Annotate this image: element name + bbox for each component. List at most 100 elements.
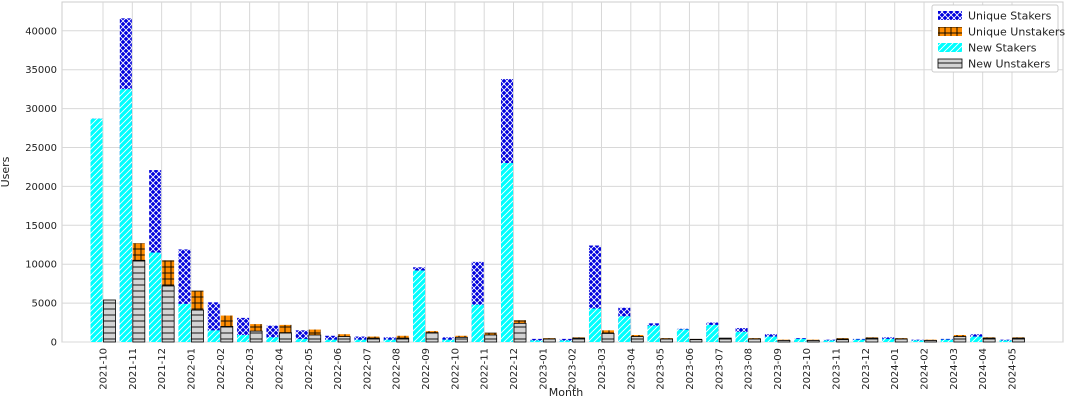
bar	[279, 332, 292, 343]
bar	[601, 333, 615, 343]
legend-label: New Unstakers	[968, 58, 1051, 71]
bar	[706, 324, 719, 342]
y-tick-label: 10000	[25, 260, 57, 271]
x-tick-label: 2023-11	[832, 348, 843, 390]
x-tick-label: 2024-02	[920, 348, 931, 390]
y-tick-label: 35000	[25, 65, 57, 76]
plot-frame	[61, 1, 1064, 343]
bar	[806, 340, 820, 343]
bar	[999, 340, 1012, 342]
x-axis-label: Month	[549, 386, 584, 399]
bar	[454, 336, 468, 343]
bar	[425, 332, 439, 343]
x-tick-label: 2022-07	[362, 348, 373, 390]
bar	[865, 337, 879, 343]
x-tick-label: 2023-10	[802, 348, 813, 390]
x-tick-label: 2023-04	[626, 348, 637, 390]
bar	[852, 339, 865, 342]
bar	[354, 339, 367, 342]
x-tick-label: 2023-03	[597, 348, 608, 390]
y-tick-label: 20000	[25, 182, 57, 193]
bar	[501, 163, 514, 342]
bar	[295, 338, 308, 342]
bar	[149, 252, 162, 342]
bar	[572, 337, 586, 343]
bar	[618, 316, 631, 342]
bar	[484, 334, 498, 343]
bar	[354, 336, 367, 342]
x-tick-label: 2023-09	[773, 348, 784, 390]
x-tick-label: 2022-11	[480, 348, 491, 390]
legend-swatch	[938, 11, 962, 20]
bar	[735, 331, 748, 342]
bar	[367, 337, 380, 343]
x-tick-label: 2023-05	[656, 348, 667, 390]
bar	[647, 325, 660, 342]
x-tick-label: 2022-10	[450, 348, 461, 390]
bar	[911, 340, 924, 342]
x-tick-label: 2021-11	[128, 348, 139, 390]
bar	[266, 337, 279, 342]
x-tick-label: 2021-10	[99, 348, 110, 390]
bar	[383, 339, 396, 342]
legend-swatch	[938, 27, 962, 36]
bar	[530, 340, 543, 342]
bar	[161, 285, 175, 343]
bar	[882, 338, 895, 342]
bar	[249, 330, 263, 343]
bar	[207, 330, 220, 342]
y-tick-label: 25000	[25, 143, 57, 154]
x-tick-label: 2023-08	[744, 348, 755, 390]
bar	[588, 308, 601, 342]
legend-label: Unique Stakers	[968, 10, 1052, 23]
x-tick-label: 2023-02	[568, 348, 579, 390]
legend-label: Unique Unstakers	[968, 26, 1065, 39]
y-tick-label: 5000	[32, 299, 57, 310]
bar	[630, 336, 644, 343]
bar	[970, 336, 983, 342]
y-tick-label: 0	[51, 338, 57, 349]
bar	[894, 338, 908, 343]
x-tick-label: 2022-02	[216, 348, 227, 390]
bar	[559, 340, 572, 342]
x-tick-label: 2024-04	[978, 348, 989, 390]
bar	[220, 326, 234, 343]
y-tick-label: 30000	[25, 104, 57, 115]
bar	[940, 339, 953, 342]
legend-box	[931, 4, 1059, 73]
legend-swatch	[937, 58, 963, 69]
bar	[764, 336, 777, 342]
bar	[396, 337, 410, 343]
y-axis-label: Users	[0, 156, 12, 187]
bar	[178, 303, 191, 342]
x-tick-label: 2022-08	[392, 348, 403, 390]
bar	[823, 340, 836, 342]
bar	[325, 339, 338, 342]
bar	[471, 304, 484, 342]
x-tick-label: 2024-05	[1008, 348, 1019, 390]
bar	[132, 259, 146, 343]
bar	[748, 338, 761, 343]
bar	[689, 339, 703, 343]
bar	[676, 329, 689, 342]
x-tick-label: 2022-04	[274, 348, 285, 390]
bar	[1012, 337, 1025, 343]
legend-swatch	[938, 43, 962, 52]
bar	[982, 337, 996, 343]
x-tick-label: 2023-01	[538, 348, 549, 390]
x-tick-label: 2024-03	[949, 348, 960, 390]
x-tick-label: 2022-05	[304, 348, 315, 390]
x-tick-label: 2023-12	[861, 348, 872, 390]
bar	[237, 334, 250, 342]
bar	[442, 339, 455, 342]
bar	[295, 330, 308, 342]
y-tick-label: 15000	[25, 221, 57, 232]
x-tick-label: 2022-03	[245, 348, 256, 390]
bar	[777, 340, 791, 343]
bar	[413, 270, 426, 342]
bar	[542, 338, 556, 343]
x-tick-label: 2022-09	[421, 348, 432, 390]
x-tick-label: 2021-12	[157, 348, 168, 390]
bar	[191, 309, 204, 343]
